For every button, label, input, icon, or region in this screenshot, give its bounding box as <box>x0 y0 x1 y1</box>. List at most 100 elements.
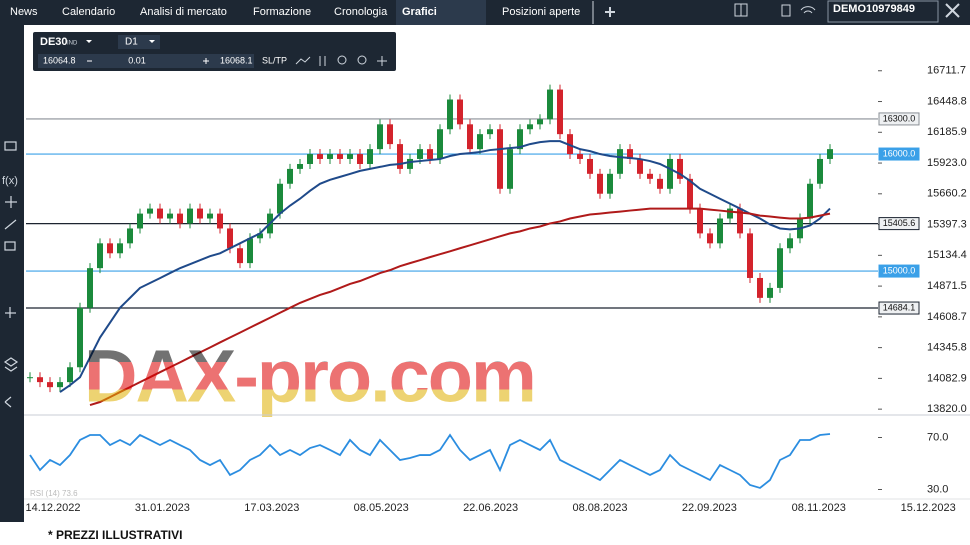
icon[interactable] <box>800 6 816 14</box>
icon[interactable] <box>377 56 387 66</box>
candle-body <box>717 218 723 244</box>
level-tag <box>878 264 920 278</box>
candle-body <box>607 173 613 194</box>
candle-body <box>287 168 293 184</box>
candle-body <box>407 158 413 169</box>
candle-body <box>377 124 383 150</box>
candle-body <box>167 213 173 219</box>
left-sidebar <box>0 25 24 522</box>
nav-tab[interactable]: Calendario <box>62 6 115 18</box>
candle-body <box>37 377 43 383</box>
watermark: DAX-pro.com <box>84 335 535 418</box>
y-tick-label: 15134.4 <box>927 249 967 261</box>
bid[interactable]: 16064.8 <box>43 55 76 65</box>
timeframe[interactable]: D1 <box>125 37 138 48</box>
level-label: 16000.0 <box>883 148 916 158</box>
symbol-toolbar: DE30 IND D1 16064.8 0.01 16068.1 SL/TP <box>33 32 396 71</box>
footer-bg <box>24 522 970 545</box>
rsi-line <box>29 433 831 489</box>
candle-body <box>517 129 523 150</box>
icon[interactable] <box>357 55 367 65</box>
candle-body <box>337 154 343 159</box>
y-tick-label: 16711.7 <box>927 65 966 77</box>
candle-body <box>217 213 223 229</box>
fx-tool[interactable]: f(x) <box>2 175 18 187</box>
candle-body <box>647 173 653 179</box>
nav-tab[interactable]: News <box>10 6 38 18</box>
sltp[interactable]: SL/TP <box>262 55 287 65</box>
candle-body <box>447 99 453 130</box>
candle-body <box>697 208 703 234</box>
y-tick-label: 16185.9 <box>927 126 967 138</box>
nav-tab[interactable]: Grafici <box>402 6 437 18</box>
icon[interactable] <box>4 241 16 251</box>
nav-tab[interactable]: Cronologia <box>334 6 388 18</box>
candle-body <box>757 277 763 298</box>
icon[interactable] <box>781 4 791 17</box>
sidebar-icons <box>3 141 19 408</box>
candle-body <box>137 213 143 229</box>
candle-body <box>637 158 643 174</box>
icon[interactable] <box>3 357 19 372</box>
candle-body <box>367 149 373 164</box>
candle-body <box>227 228 233 249</box>
dropdown-arrow[interactable] <box>86 40 92 43</box>
account-id: 10979849 <box>866 3 915 15</box>
nav-tab[interactable]: Analisi di mercato <box>140 6 227 18</box>
candle-body <box>737 208 743 234</box>
volume[interactable]: 0.01 <box>128 55 146 65</box>
account: DEMO 10979849 <box>827 0 939 23</box>
candle-body <box>157 208 163 219</box>
y-tick-label: 15397.3 <box>927 218 967 230</box>
candle-body <box>817 158 823 184</box>
nav-tab[interactable]: Formazione <box>253 6 311 18</box>
nav-tab[interactable]: Posizioni aperte <box>502 6 580 18</box>
x-tick-label: 22.06.2023 <box>463 502 518 514</box>
candle-body <box>177 213 183 224</box>
candle-body <box>777 248 783 288</box>
candle-body <box>667 158 673 189</box>
candle-body <box>307 154 313 164</box>
ask[interactable]: 16068.1 <box>220 55 253 65</box>
level-label: 16300.0 <box>883 113 916 123</box>
rsi-tick-label: 30.0 <box>927 483 948 495</box>
candle-body <box>257 233 263 239</box>
x-tick-label: 17.03.2023 <box>244 502 299 514</box>
candle-body <box>297 163 303 169</box>
y-tick-label: 13820.0 <box>927 403 967 415</box>
x-tick-label: 08.05.2023 <box>354 502 409 514</box>
icon[interactable] <box>337 55 347 65</box>
candle-body <box>387 124 393 145</box>
close[interactable] <box>945 3 960 18</box>
timeframe-box[interactable] <box>118 35 160 49</box>
level-tag <box>878 217 920 231</box>
candle-body <box>87 268 93 308</box>
candle-body <box>77 307 83 368</box>
candle-body <box>237 248 243 264</box>
moving-average <box>59 140 831 393</box>
rsi-tick-label: 70.0 <box>927 431 948 443</box>
y-tick-label: 14608.7 <box>927 311 967 323</box>
x-tick-label: 14.12.2022 <box>25 502 80 514</box>
candle-body <box>587 158 593 174</box>
candle-body <box>747 233 753 278</box>
candle-body <box>687 178 693 209</box>
candle-body <box>147 208 153 214</box>
active-tab-bg <box>396 0 486 25</box>
candle-body <box>807 183 813 219</box>
candle-body <box>827 149 833 159</box>
icon[interactable] <box>4 219 17 230</box>
icon[interactable] <box>4 396 12 408</box>
dropdown-arrow[interactable] <box>149 40 155 43</box>
symbol[interactable]: DE30 <box>40 36 68 48</box>
candle-body <box>427 149 433 159</box>
icon[interactable] <box>295 56 311 65</box>
account-box[interactable] <box>827 0 939 23</box>
symbol-tag: IND <box>67 41 78 47</box>
candle-body <box>317 154 323 159</box>
candle-body <box>207 213 213 219</box>
candle-body <box>187 208 193 224</box>
icon[interactable] <box>4 141 17 151</box>
candle-body <box>787 238 793 249</box>
